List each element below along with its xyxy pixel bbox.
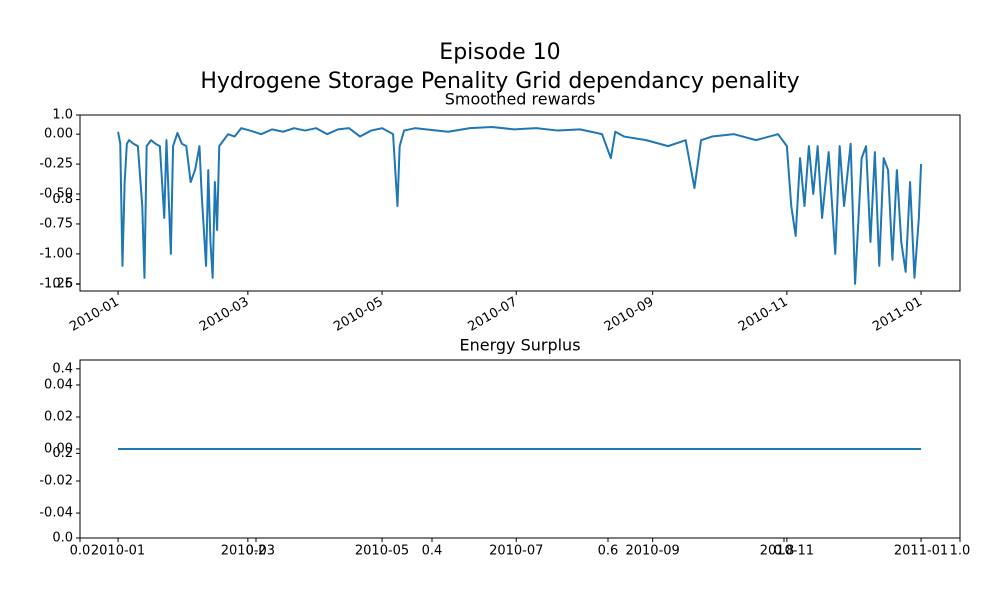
x-tick-label: 2011-01 [894, 544, 948, 559]
x-tick-label: 2010-03 [221, 544, 275, 559]
x-tick-label: 1.0 [950, 544, 971, 559]
x-tick-label: 0.2 [246, 544, 267, 559]
x-tick-label: 2010-05 [355, 544, 409, 559]
x-tick-label: 0.8 [774, 544, 795, 559]
x-tick-label: 2010-01 [91, 544, 145, 559]
y-tick-label: 0.00 [44, 127, 73, 142]
x-tick-label: 2010-09 [625, 544, 679, 559]
y-tick-label: -0.02 [39, 474, 73, 489]
x-tick-label: 2011-01 [870, 295, 925, 335]
y-tick-label: -1.00 [39, 246, 73, 261]
x-tick-label: 2010-11 [760, 544, 814, 559]
y-tick-label: 0.0 [52, 531, 73, 546]
y-tick-label: 1.0 [52, 108, 73, 123]
y-tick-label: 0.2 [52, 446, 73, 461]
y-tick-label: 0.8 [52, 192, 73, 207]
y-tick-label: -0.75 [39, 216, 73, 231]
y-tick-label: 0.04 [44, 377, 73, 392]
y-tick-label: 0.4 [52, 361, 73, 376]
x-tick-label: 0.0 [70, 544, 91, 559]
y-tick-label: -0.25 [39, 157, 73, 172]
x-tick-label: 0.4 [422, 544, 443, 559]
axes-title: Smoothed rewards [445, 90, 596, 109]
axes-title: Energy Surplus [459, 336, 580, 355]
figure-title: Episode 10 [439, 40, 560, 65]
axes-frame [79, 114, 961, 292]
y-tick-label: -1.25 [39, 276, 73, 291]
x-tick-label: 2010-05 [331, 295, 386, 335]
y-tick-label: 0.00 [44, 442, 73, 457]
y-tick-label: -0.50 [39, 187, 73, 202]
x-tick-label: 2010-01 [67, 295, 122, 335]
x-tick-label: 2010-07 [489, 544, 543, 559]
x-tick-label: 2010-03 [197, 295, 252, 335]
y-tick-label: 0.6 [52, 277, 73, 292]
x-tick-label: 2010-09 [602, 295, 657, 335]
x-tick-label: 0.6 [598, 544, 619, 559]
x-tick-label: 2010-07 [465, 295, 520, 335]
axes-frame [79, 359, 961, 539]
line [117, 125, 923, 285]
x-tick-label: 2010-11 [736, 295, 791, 335]
axes-background [80, 115, 960, 291]
y-tick-label: -0.04 [39, 506, 73, 521]
figure-subtitle: Hydrogene Storage Penality Grid dependan… [200, 69, 799, 94]
y-tick-label: 0.02 [44, 409, 73, 424]
